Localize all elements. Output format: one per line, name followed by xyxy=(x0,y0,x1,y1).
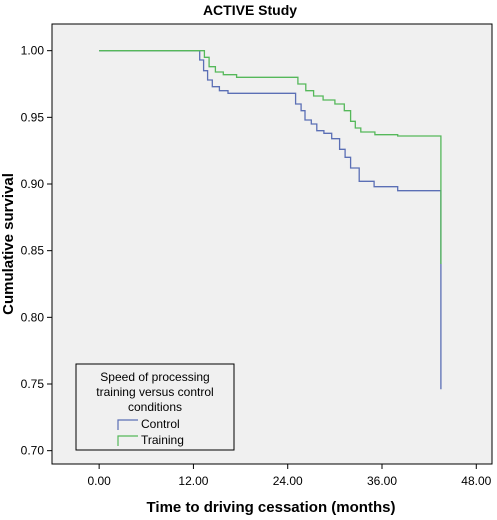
legend-title-line-2: training versus control xyxy=(96,385,213,399)
series-line-control xyxy=(99,50,442,390)
y-tick-label: 0.75 xyxy=(21,377,45,391)
y-tick-label: 0.85 xyxy=(21,244,45,258)
legend-title-line-1: Speed of processing xyxy=(100,370,209,384)
y-tick-label: 0.90 xyxy=(21,177,45,191)
legend-swatch-control xyxy=(117,419,138,430)
y-tick-label: 0.95 xyxy=(21,110,45,124)
y-tick-label: 1.00 xyxy=(21,44,45,58)
legend-title-line-3: conditions xyxy=(128,400,182,414)
series-line-training xyxy=(99,50,442,264)
legend-box xyxy=(75,363,235,451)
series-lines xyxy=(99,50,442,390)
y-tick-label: 0.70 xyxy=(21,444,45,458)
legend: Speed of processing training versus cont… xyxy=(75,363,235,451)
chart-title: ACTIVE Study xyxy=(203,2,297,18)
x-tick-label: 0.00 xyxy=(87,474,111,488)
x-tick-label: 24.00 xyxy=(273,474,303,488)
x-tick-label: 36.00 xyxy=(367,474,397,488)
legend-label-training: Training xyxy=(141,433,184,447)
legend-label-control: Control xyxy=(141,417,180,431)
y-axis: 0.70 0.75 0.80 0.85 0.90 0.95 1.00 xyxy=(21,44,52,458)
legend-swatch-training xyxy=(117,435,138,446)
x-tick-label: 12.00 xyxy=(178,474,208,488)
x-axis: 0.00 12.00 24.00 36.00 48.00 xyxy=(87,464,492,488)
x-tick-label: 48.00 xyxy=(461,474,491,488)
x-axis-label: Time to driving cessation (months) xyxy=(147,499,396,516)
y-axis-label: Cumulative survival xyxy=(0,173,17,315)
y-tick-label: 0.80 xyxy=(21,310,45,324)
